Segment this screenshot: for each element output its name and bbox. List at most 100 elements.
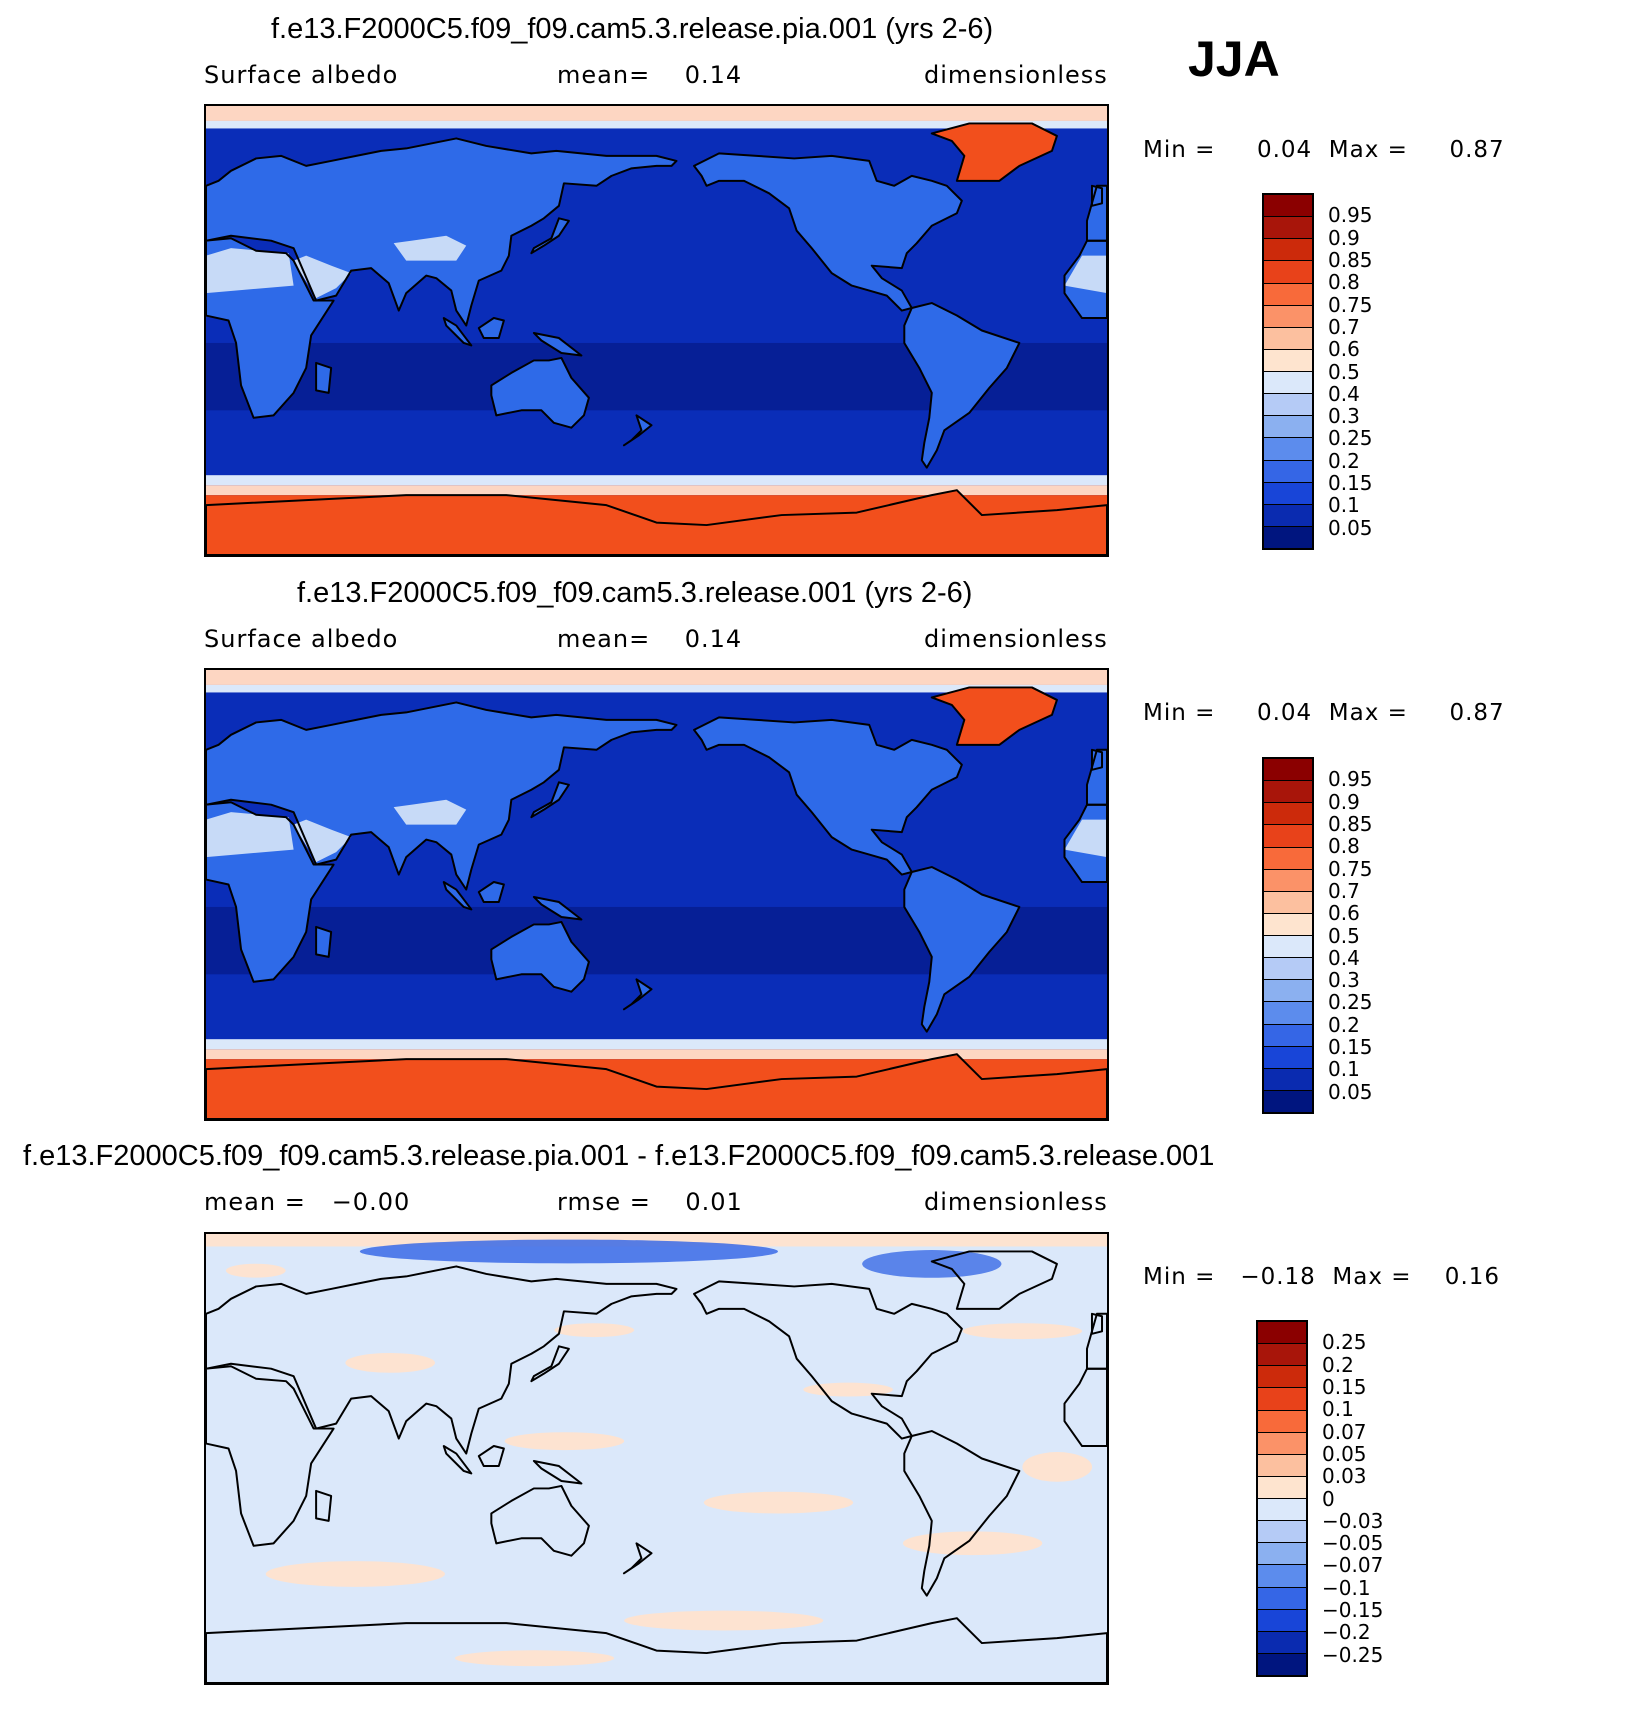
panel3-map-svg — [206, 1234, 1107, 1683]
bright-land-arabia — [293, 819, 352, 863]
colorbar-tick-label: 0.25 — [1322, 1330, 1367, 1355]
colorbar-swatch — [1264, 526, 1312, 548]
colorbar-swatch — [1258, 1631, 1306, 1654]
coastline-borneo — [477, 317, 505, 340]
colorbar-swatch — [1258, 1432, 1306, 1455]
land-uk — [1091, 185, 1103, 206]
positive-anomaly-patch — [962, 1323, 1083, 1340]
colorbar-tick-label: −0.1 — [1322, 1575, 1371, 1600]
colorbar-swatch — [1264, 394, 1312, 417]
season-label: JJA — [1188, 31, 1280, 87]
colorbar-swatch — [1264, 372, 1312, 395]
southern-pack-ice — [206, 1049, 1107, 1060]
coastline-africa — [206, 237, 335, 419]
panel2-mean-label: mean= 0.14 — [557, 625, 743, 653]
colorbar-tick-label: 0.2 — [1322, 1352, 1354, 1377]
colorbar-swatch — [1264, 195, 1312, 218]
colorbar-swatch — [1264, 825, 1312, 848]
panel1-mean-label: mean= 0.14 — [557, 61, 743, 89]
positive-anomaly-patch — [225, 1263, 286, 1278]
coastline-sumatra — [442, 881, 473, 911]
colorbar-tick-label: 0.8 — [1328, 834, 1360, 859]
southern-ice-edge — [206, 475, 1107, 486]
panel3-map — [204, 1232, 1109, 1685]
colorbar-tick-label: 0.15 — [1322, 1374, 1367, 1399]
colorbar-tick-label: −0.05 — [1322, 1531, 1384, 1556]
land-northAmerica — [694, 717, 962, 875]
colorbar-swatch — [1258, 1388, 1306, 1411]
colorbar-tick-label: 0.9 — [1328, 225, 1360, 250]
bright-land-sahara — [206, 812, 294, 858]
land-greenland — [931, 123, 1057, 181]
bright-land-saharaW — [1064, 819, 1107, 858]
colorbar-tick-label: −0.15 — [1322, 1598, 1384, 1623]
colorbar-tick-label: −0.2 — [1322, 1620, 1371, 1645]
coastline-japan — [530, 1345, 570, 1383]
colorbar-swatch — [1258, 1521, 1306, 1544]
colorbar-tick-label: 0.2 — [1328, 1012, 1360, 1037]
colorbar-tick-label: 0.85 — [1328, 811, 1373, 836]
colorbar-swatch — [1264, 438, 1312, 461]
colorbar-tick-label: 0.15 — [1328, 1035, 1373, 1060]
colorbar-tick-label: 0.3 — [1328, 404, 1360, 429]
bright-land-tibet — [393, 235, 467, 261]
colorbar-swatch — [1264, 847, 1312, 870]
colorbar-swatch — [1264, 759, 1312, 782]
colorbar-tick-label: −0.07 — [1322, 1553, 1384, 1578]
coastline-eurasia — [206, 1265, 678, 1455]
colorbar-tick-label: 0.03 — [1322, 1464, 1367, 1489]
panel3-units-label: dimensionless — [924, 1188, 1108, 1216]
colorbar-swatch — [1258, 1344, 1306, 1367]
colorbar-tick-label: 0.07 — [1322, 1419, 1367, 1444]
coastline-uk — [1090, 748, 1104, 771]
colorbar-tick-label: 0.1 — [1322, 1397, 1354, 1422]
coastline-newGuinea — [532, 1459, 583, 1485]
colorbar-swatch — [1264, 1090, 1312, 1112]
colorbar-swatch — [1258, 1410, 1306, 1433]
colorbar-tick-label: 0 — [1322, 1486, 1335, 1511]
panel3-colorbar-labels: 0.25 0.2 0.15 0.1 0.07 0.05 0.03 0 −0.03 −0.05 −0.… — [1322, 1320, 1432, 1677]
coastline-greenland — [930, 1250, 1058, 1310]
arctic-ice-edge — [206, 120, 1107, 129]
coastline-antarctica — [206, 1053, 1107, 1119]
southern-ice-edge — [206, 1039, 1107, 1050]
colorbar-tick-label: 0.95 — [1328, 767, 1373, 792]
land-greenland — [931, 687, 1057, 745]
coastline-madagascar — [315, 361, 333, 394]
colorbar-swatch — [1264, 869, 1312, 892]
coastline-sumatra — [442, 1445, 473, 1475]
colorbar-swatch — [1264, 1068, 1312, 1091]
colorbar-tick-label: 0.1 — [1328, 493, 1360, 518]
arctic-sea-ice — [206, 106, 1107, 121]
colorbar-swatch — [1258, 1322, 1306, 1345]
coastline-australia — [490, 356, 590, 429]
colorbar-tick-label: 0.25 — [1328, 990, 1373, 1015]
coastline-africaWest — [1063, 1367, 1107, 1448]
coastline-uk — [1090, 1312, 1104, 1335]
arctic-negative-anomaly — [359, 1239, 778, 1264]
colorbar-swatch — [1264, 283, 1312, 306]
coastline-borneo — [477, 1445, 505, 1468]
colorbar-tick-label: 0.4 — [1328, 381, 1360, 406]
coastline-southAmerica — [903, 866, 1021, 1033]
colorbar-swatch — [1258, 1366, 1306, 1389]
land-newGuinea — [533, 896, 582, 920]
panel3-rmse-label: rmse = 0.01 — [557, 1188, 743, 1216]
panel3-colorbar — [1256, 1320, 1308, 1677]
coastline-japan — [530, 217, 570, 255]
panel2-map — [204, 668, 1109, 1121]
colorbar-tick-label: 0.4 — [1328, 945, 1360, 970]
positive-anomaly-patch — [703, 1491, 854, 1514]
coastline-greenland — [930, 686, 1058, 746]
colorbar-swatch — [1264, 217, 1312, 240]
colorbar-tick-label: 0.6 — [1328, 337, 1360, 362]
colorbar-swatch — [1264, 482, 1312, 505]
southern-pack-ice — [206, 485, 1107, 496]
coastline-madagascar — [315, 925, 333, 958]
colorbar-swatch — [1264, 1046, 1312, 1069]
panel3-mean-label: mean = −0.00 — [204, 1188, 411, 1216]
colorbar-tick-label: 0.7 — [1328, 878, 1360, 903]
panel1-colorbar-labels: 0.95 0.9 0.85 0.8 0.75 0.7 0.6 0.5 0.4 0.3 0.25 0.2… — [1328, 193, 1428, 550]
colorbar-swatch — [1264, 980, 1312, 1003]
arctic-ice-edge — [206, 684, 1107, 693]
